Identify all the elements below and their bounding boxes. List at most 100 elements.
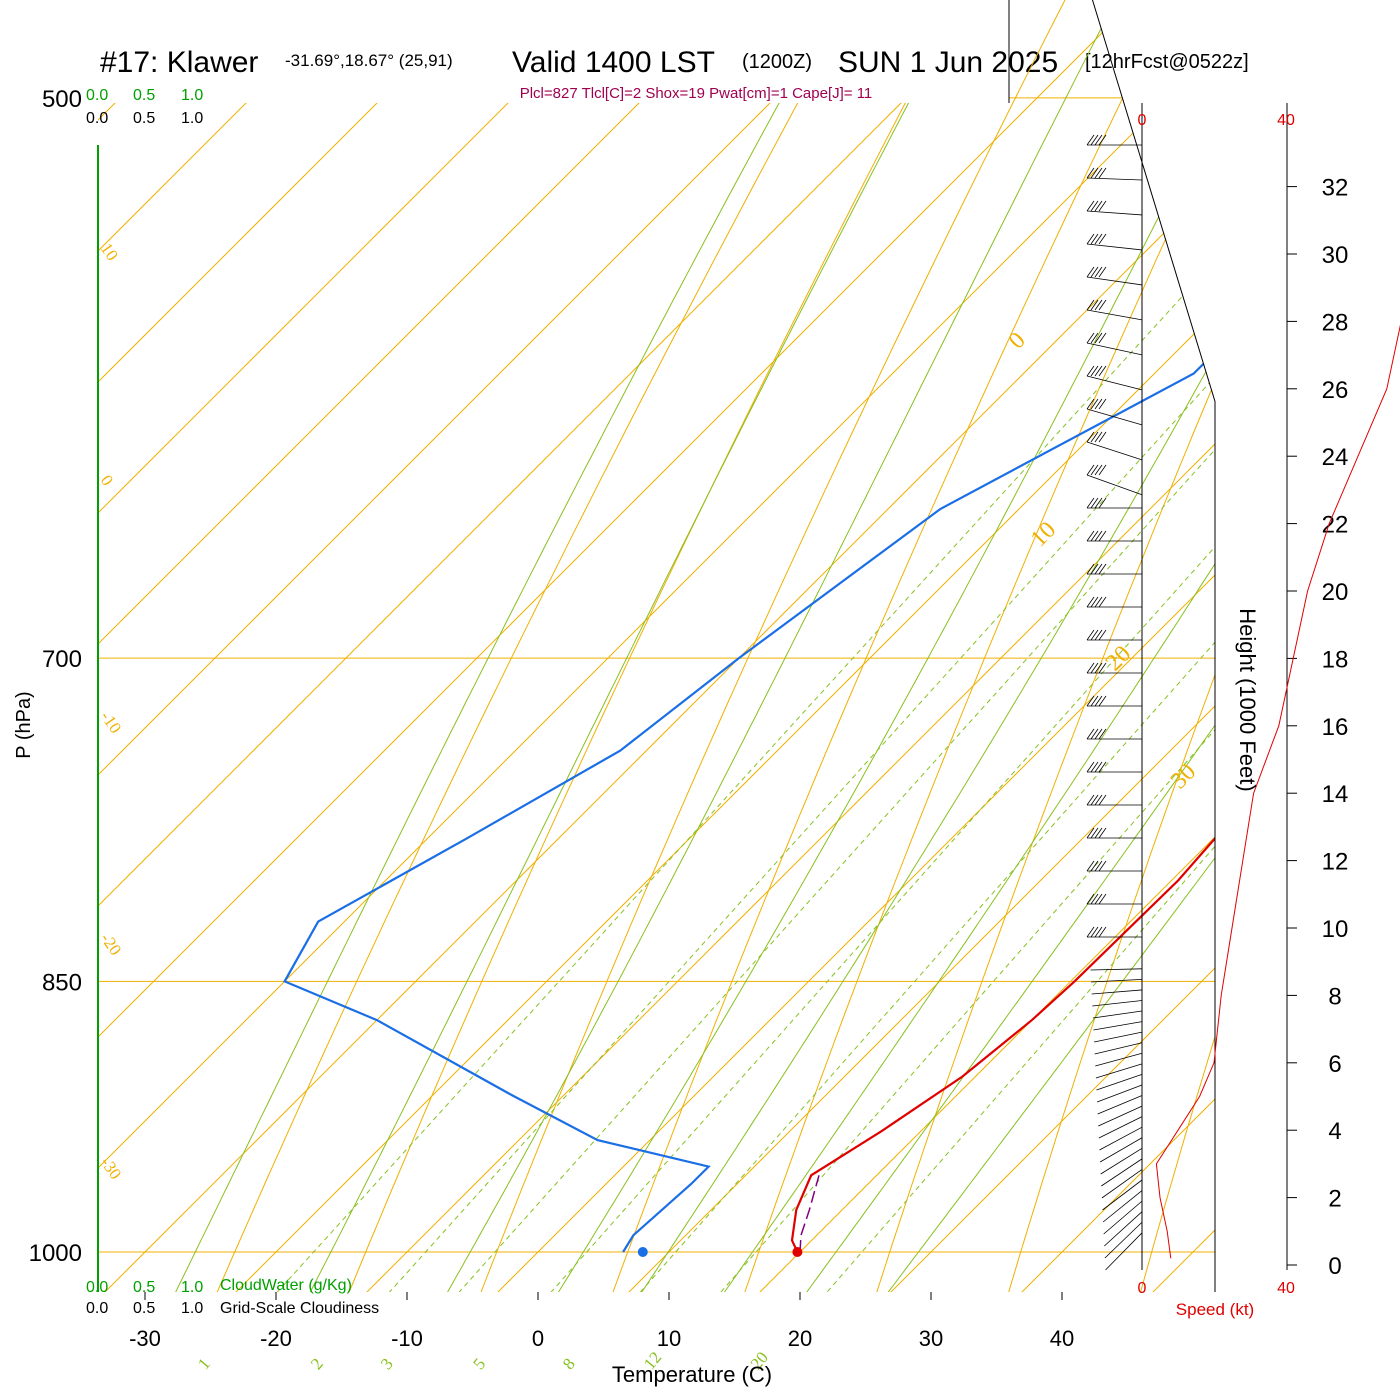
wind-barb-feather: [1098, 827, 1107, 839]
wind-barb-feather: [1090, 299, 1099, 311]
wind-barb-staff: [1086, 375, 1143, 391]
wind-barb-staff: [1100, 1147, 1143, 1175]
moist-adiabat: [116, 0, 1215, 1292]
wind-barb-feather: [1098, 530, 1107, 542]
wind-barb-staff: [1086, 342, 1143, 356]
cloud-bottom-green-1: 0.5: [133, 1279, 155, 1296]
wind-barb-feather: [1094, 728, 1103, 740]
plot-right-border: [1008, 0, 1216, 1292]
isotherm-60: [1164, 0, 1215, 1292]
dry-adiabat: [1378, 0, 1400, 1400]
wind-barb-feather: [1090, 365, 1099, 377]
wind-barb-feather: [1094, 893, 1103, 905]
wind-barb-staff: [1105, 1232, 1143, 1271]
wind-barb-feather: [1090, 794, 1099, 806]
cloud-top-black-1: 0.5: [133, 110, 155, 127]
wind-barb-staff: [1102, 1190, 1143, 1223]
wind-barb-feather: [1094, 860, 1103, 872]
dry-adiabat: [839, 0, 1215, 1292]
wind-barb-feather: [1098, 695, 1107, 707]
wind-barb-feather: [1098, 200, 1107, 212]
cloud-bottom-black-1: 0.5: [133, 1300, 155, 1317]
wind-barb-feather: [1094, 200, 1103, 212]
isotherm--120: [98, 0, 1215, 1292]
moist-adiabat: [378, 0, 1215, 1292]
wind-barb-feather: [1098, 266, 1107, 278]
wind-barb-feather: [1086, 167, 1095, 179]
mixing-ratio-line: [380, 0, 1215, 1292]
valid-time: Valid 1400 LST: [512, 46, 715, 79]
dry-adiabat: [435, 0, 1215, 1292]
wind-barb-staff: [1094, 1042, 1143, 1055]
moist-adiabat: [483, 0, 1215, 1292]
dry-adiabat-label: -30: [97, 1153, 126, 1182]
mixing-ratio-line: [472, 0, 1215, 1292]
pressure-label: 700: [42, 646, 82, 673]
wind-barb-feather: [1094, 332, 1103, 344]
cloud-bottom-green-0: 0.0: [86, 1279, 108, 1296]
wind-barb-feather: [1086, 464, 1095, 476]
mixing-ratio-label: 1: [194, 1354, 214, 1373]
cloud-bottom-black-2: 1.0: [181, 1300, 203, 1317]
x-tick-label: -20: [260, 1326, 292, 1351]
wind-barb-feather: [1098, 761, 1107, 773]
x-tick-label: 10: [657, 1326, 681, 1351]
wind-barb-feather: [1090, 167, 1099, 179]
wind-barb-feather: [1090, 695, 1099, 707]
wind-barb-feather: [1086, 233, 1095, 245]
y-axis-title: P (hPa): [13, 691, 35, 758]
x-tick-label: 40: [1050, 1326, 1074, 1351]
dry-adiabat-label: 0: [97, 471, 117, 489]
x-tick-label: 20: [788, 1326, 812, 1351]
wind-barb-feather: [1086, 497, 1095, 509]
wind-barb-staff: [1086, 474, 1143, 496]
wind-barb-staff: [1091, 978, 1143, 983]
wind-barb-feather: [1094, 629, 1103, 641]
wind-barb-staff: [1097, 1095, 1143, 1115]
wind-barb-staff: [1086, 210, 1143, 216]
wind-barb-feather: [1090, 266, 1099, 278]
wind-barb-feather: [1094, 695, 1103, 707]
station-coords: -31.69°,18.67° (25,91): [285, 51, 453, 70]
cloud-scale-top: 0.0 0.5 1.0 0.0 0.5 1.0: [86, 87, 203, 127]
wind-barb-feather: [1086, 266, 1095, 278]
isotherm-label: 0: [1004, 327, 1031, 354]
wind-barb-feather: [1094, 926, 1103, 938]
wind-barb-feather: [1090, 332, 1099, 344]
mixing-ratio-line: [750, 0, 1215, 1292]
isotherm-10: [509, 0, 1215, 1292]
mixing-ratio-line: [562, 0, 1215, 1292]
height-label: 24: [1322, 444, 1349, 471]
surface-temperature-dot: [792, 1247, 803, 1257]
wind-barb-feather: [1086, 200, 1095, 212]
wind-barb-feather: [1094, 398, 1103, 410]
axes: -30-20-100102030402503004005007008501000: [29, 86, 1075, 1351]
wind-barb-feather: [1094, 365, 1103, 377]
isotherm-label: 20: [1101, 641, 1136, 676]
wind-barb-feather: [1086, 827, 1095, 839]
height-label: 18: [1322, 646, 1349, 673]
wind-barb-staff: [1101, 1169, 1143, 1199]
height-label: 30: [1322, 242, 1349, 269]
wind-barb-staff: [1104, 1211, 1143, 1247]
wind-barb-staff: [1092, 1000, 1143, 1007]
moist-adiabat: [640, 0, 1215, 1292]
wind-barb-feather: [1094, 233, 1103, 245]
wind-barb-staff: [1096, 1074, 1143, 1091]
wind-barb-feather: [1098, 662, 1107, 674]
wind-barb-feather: [1090, 563, 1099, 575]
plot-outline: [97, 0, 1216, 1292]
wind-barb-staff: [1093, 1021, 1143, 1031]
utc-time: (1200Z): [742, 51, 812, 73]
moist-adiabat: [562, 0, 1215, 1292]
wind-barb-feather: [1090, 134, 1099, 146]
wind-barb-feather: [1086, 134, 1095, 146]
wind-barb-staff: [1098, 1105, 1143, 1127]
wind-barb-feather: [1098, 332, 1107, 344]
wind-barb-feather: [1094, 794, 1103, 806]
wind-barb-staff: [1086, 276, 1143, 286]
